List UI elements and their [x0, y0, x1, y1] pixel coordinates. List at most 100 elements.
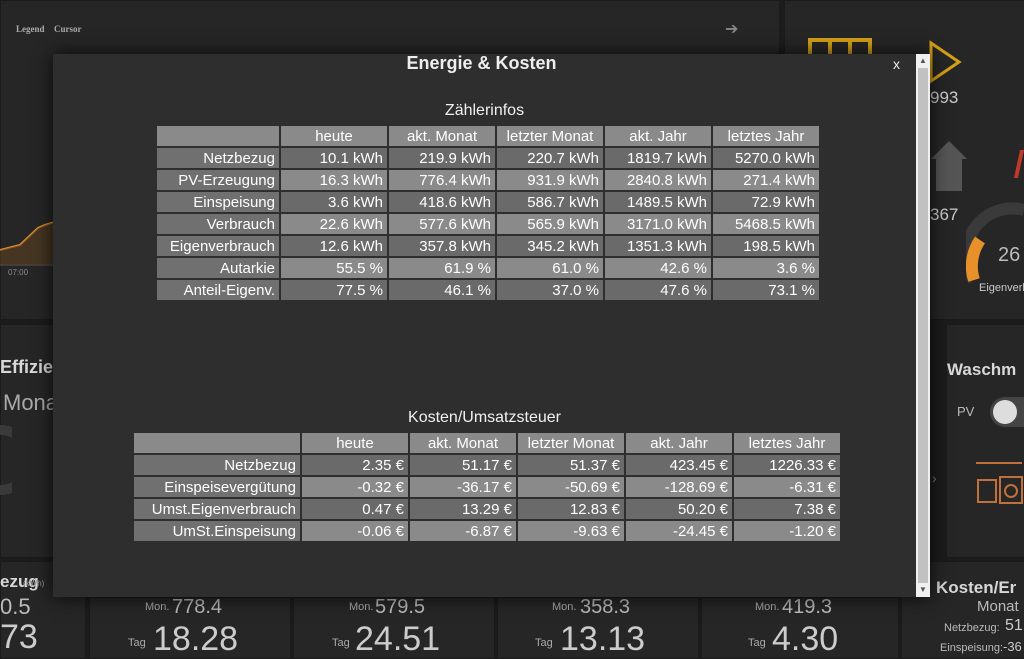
column-header: letzter Monat	[497, 126, 603, 146]
scroll-thumb[interactable]	[918, 68, 928, 583]
column-header: letzter Monat	[518, 433, 624, 453]
pv-toggle[interactable]	[990, 397, 1024, 427]
chart-time-label: 07:00	[8, 268, 29, 277]
bezug-unit: (kWh)	[23, 579, 45, 588]
dialog-scrollbar[interactable]: ▲ ▼	[916, 54, 930, 597]
table-cell: -0.32 €	[302, 477, 408, 497]
table-cell: 61.9 %	[389, 258, 495, 278]
cursor-label[interactable]: Cursor	[54, 24, 82, 34]
table-cell: -1.20 €	[734, 521, 840, 541]
bezug-title: ezug	[0, 572, 39, 591]
kosten-netzbezug-value: 51	[1005, 617, 1023, 634]
table-cell: -6.31 €	[734, 477, 840, 497]
table-cell: 12.83 €	[518, 499, 624, 519]
energy-line-chart	[0, 221, 55, 266]
value-tile-4	[701, 597, 899, 659]
washing-machine-icon	[976, 462, 1023, 504]
column-header: letztes Jahr	[734, 433, 840, 453]
table-cell: 51.17 €	[410, 455, 516, 475]
table-cell: 423.45 €	[626, 455, 732, 475]
table-cell: 3.6 kWh	[281, 192, 387, 212]
tile4-tag-value: 4.30	[772, 620, 839, 658]
tile3-tag-label: Tag	[535, 637, 553, 649]
table-row: Netzbezug 10.1 kWh 219.9 kWh 220.7 kWh 1819.…	[157, 148, 819, 168]
house-icon	[931, 141, 967, 191]
pv-toggle-knob	[993, 400, 1017, 424]
red-indicator-icon	[1014, 150, 1024, 178]
bezug-tile	[0, 561, 86, 659]
table-cell: 5270.0 kWh	[713, 148, 819, 168]
tile2-mon-value: 579.5	[375, 596, 426, 618]
table-cell: 271.4 kWh	[713, 170, 819, 190]
table-cell: 418.6 kWh	[389, 192, 495, 212]
table-cell: 37.0 %	[497, 280, 603, 300]
table-cell: 16.3 kWh	[281, 170, 387, 190]
row-label: Netzbezug	[134, 455, 300, 475]
play-arrow-icon	[929, 40, 962, 84]
row-label: Anteil-Eigenv.	[157, 280, 279, 300]
row-label: UmSt.Einspeisung	[134, 521, 300, 541]
tile4-mon-value: 419.3	[782, 596, 833, 618]
row-label: Einspeisung	[157, 192, 279, 212]
effizienz-gauge	[0, 425, 12, 495]
table-cell: 7.38 €	[734, 499, 840, 519]
effizienz-title: Effizie	[0, 357, 54, 377]
table-cell: 577.6 kWh	[389, 214, 495, 234]
table-cell: 46.1 %	[389, 280, 495, 300]
table-cell: -36.17 €	[410, 477, 516, 497]
column-header: letztes Jahr	[713, 126, 819, 146]
zaehlerinfos-title: Zählerinfos	[444, 102, 525, 119]
table-row: Umst.Eigenverbrauch 0.47 €13.29 €12.83 €5…	[134, 499, 840, 519]
table-cell: -6.87 €	[410, 521, 516, 541]
table-cell: 1351.3 kWh	[605, 236, 711, 256]
table-cell: 73.1 %	[713, 280, 819, 300]
arrow-right-icon[interactable]: ➔	[725, 21, 739, 38]
column-header-blank	[134, 433, 300, 453]
table-cell: 72.9 kWh	[713, 192, 819, 212]
table-cell: 2.35 €	[302, 455, 408, 475]
table-cell: 3171.0 kWh	[605, 214, 711, 234]
close-button[interactable]: x	[893, 56, 900, 72]
kosten-umsatzsteuer-table: heute akt. Monat letzter Monat akt. Jahr let…	[132, 431, 842, 543]
bezug-month-value: 0.5	[0, 594, 31, 619]
row-label: Umst.Eigenverbrauch	[134, 499, 300, 519]
dialog-header[interactable]: Energie & Kosten x	[53, 54, 930, 84]
pv-value: 993	[930, 88, 959, 107]
column-header: akt. Monat	[389, 126, 495, 146]
row-label: Verbrauch	[157, 214, 279, 234]
table-cell: 565.9 kWh	[497, 214, 603, 234]
table-cell: 1819.7 kWh	[605, 148, 711, 168]
chevron-right-icon[interactable]: ›	[932, 470, 937, 486]
scroll-up-icon[interactable]: ▲	[919, 56, 927, 65]
table-cell: 13.29 €	[410, 499, 516, 519]
table-cell: 0.47 €	[302, 499, 408, 519]
table-cell: 61.0 %	[497, 258, 603, 278]
table-cell: -24.45 €	[626, 521, 732, 541]
tile2-tag-value: 24.51	[355, 620, 441, 658]
tile1-tag-value: 18.28	[153, 620, 239, 658]
table-cell: 219.9 kWh	[389, 148, 495, 168]
tile3-mon-value: 358.3	[580, 596, 631, 618]
row-label: PV-Erzeugung	[157, 170, 279, 190]
pv-toggle-label: PV	[957, 404, 975, 419]
column-header-blank	[157, 126, 279, 146]
table-cell: 77.5 %	[281, 280, 387, 300]
column-header: akt. Jahr	[626, 433, 732, 453]
tile3-tag-value: 13.13	[560, 620, 646, 658]
energie-kosten-dialog: Energie & Kosten x Zählerinfos heute akt.…	[53, 54, 930, 597]
effizienz-tile	[0, 324, 54, 558]
column-header: akt. Jahr	[605, 126, 711, 146]
eigenverbrauch-gauge	[966, 202, 1024, 284]
scroll-down-icon[interactable]: ▼	[919, 585, 927, 594]
row-label: Autarkie	[157, 258, 279, 278]
table-cell: 357.8 kWh	[389, 236, 495, 256]
value-tile-1	[89, 597, 291, 659]
table-cell: -50.69 €	[518, 477, 624, 497]
table-cell: 51.37 €	[518, 455, 624, 475]
zaehlerinfos-table: heute akt. Monat letzter Monat akt. Jahr let…	[155, 124, 821, 302]
kosten-einspeisung-value: -36	[1003, 639, 1022, 654]
table-row: Verbrauch 22.6 kWh 577.6 kWh 565.9 kWh 3171.…	[157, 214, 819, 234]
legend-label[interactable]: Legend	[16, 24, 45, 34]
table-cell: 5468.5 kWh	[713, 214, 819, 234]
bezug-day-value: 73	[0, 618, 38, 656]
